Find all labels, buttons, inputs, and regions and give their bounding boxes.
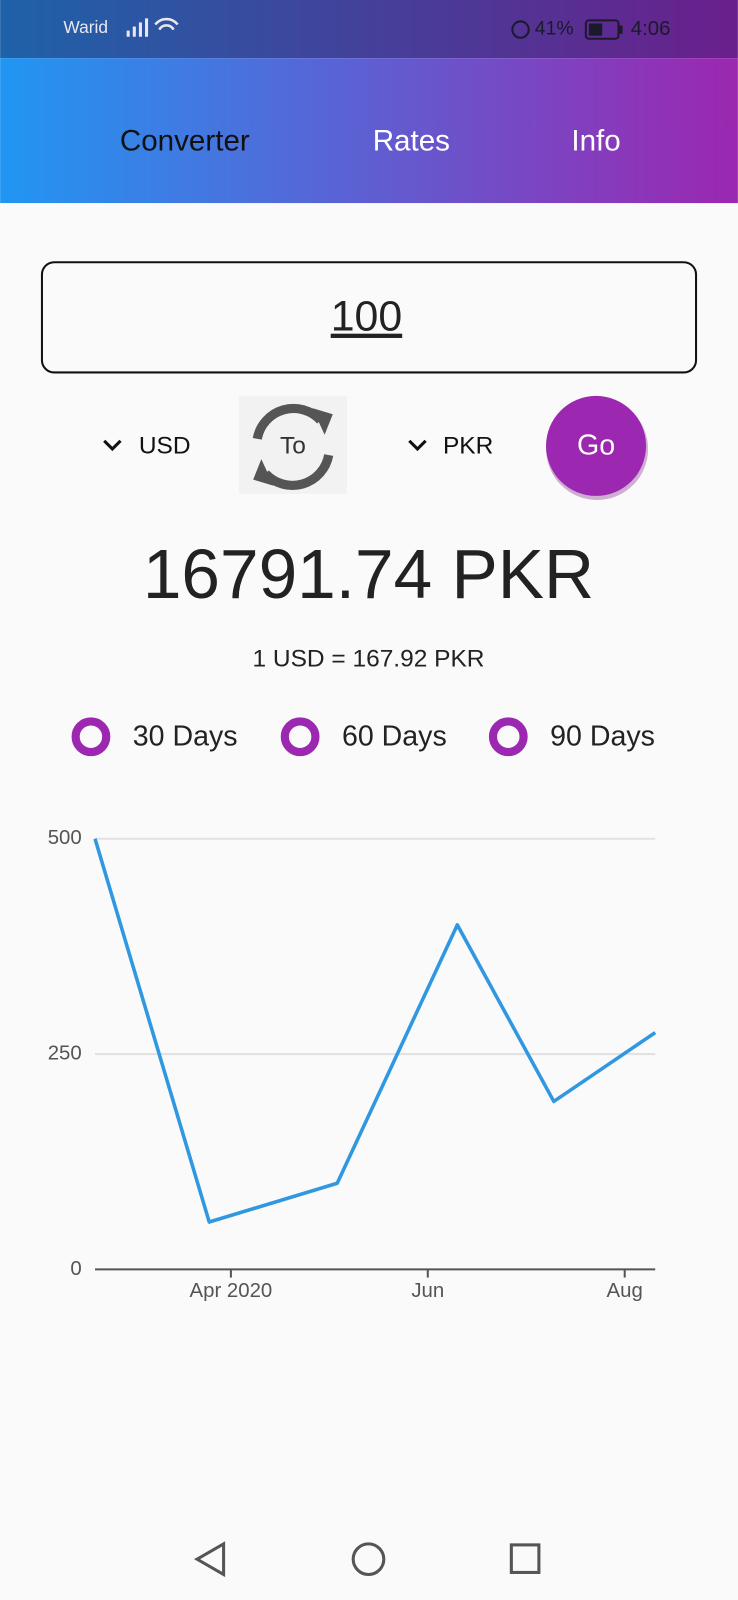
swap-arrows	[253, 408, 333, 486]
nav-recent[interactable]	[509, 1543, 541, 1574]
battery-level: 41%	[535, 18, 574, 40]
result: 16791.74 PKR	[143, 535, 594, 613]
x-tick-label: Jun	[411, 1280, 444, 1302]
dropdown-arrow	[408, 439, 427, 452]
y-tick-label: 500	[48, 827, 82, 849]
nav-home[interactable]	[351, 1542, 386, 1577]
from-currency[interactable]: USD	[139, 432, 191, 459]
clock: 4:06	[631, 18, 671, 40]
radio[interactable]	[488, 717, 528, 757]
tab[interactable]: Rates	[373, 125, 450, 158]
to-currency[interactable]: PKR	[443, 432, 493, 459]
radio-label: 60 Days	[342, 720, 447, 752]
radio[interactable]	[280, 717, 320, 757]
tab[interactable]: Converter	[120, 125, 250, 158]
go-button[interactable]	[546, 395, 647, 496]
radio-label: 90 Days	[550, 720, 655, 752]
radio-label: 30 Days	[133, 720, 238, 752]
nav-back[interactable]	[193, 1541, 226, 1578]
amount: 100	[331, 293, 402, 341]
signal-icon	[126, 17, 179, 37]
radio[interactable]	[71, 717, 111, 757]
swap-label: To	[280, 432, 306, 459]
tab[interactable]: Info	[571, 125, 620, 158]
x-tick-label: Apr 2020	[190, 1280, 273, 1302]
y-tick-label: 0	[70, 1258, 81, 1280]
y-tick-label: 250	[48, 1042, 82, 1064]
carrier: Warid	[63, 17, 108, 37]
amount-input[interactable]	[40, 261, 698, 374]
status-bar	[0, 0, 738, 59]
dropdown-arrow	[103, 439, 122, 452]
rate: 1 USD = 167.92 PKR	[253, 646, 485, 673]
x-tick-label: Aug	[607, 1280, 643, 1302]
tab-bar	[0, 58, 738, 204]
alarm-icon	[511, 20, 530, 39]
chart: 0 250 500 Apr 2020 Jun Aug	[48, 827, 657, 1302]
line	[93, 838, 657, 1224]
go-label: Go	[577, 429, 615, 461]
swap-icon	[252, 403, 334, 490]
battery-icon	[584, 19, 623, 40]
